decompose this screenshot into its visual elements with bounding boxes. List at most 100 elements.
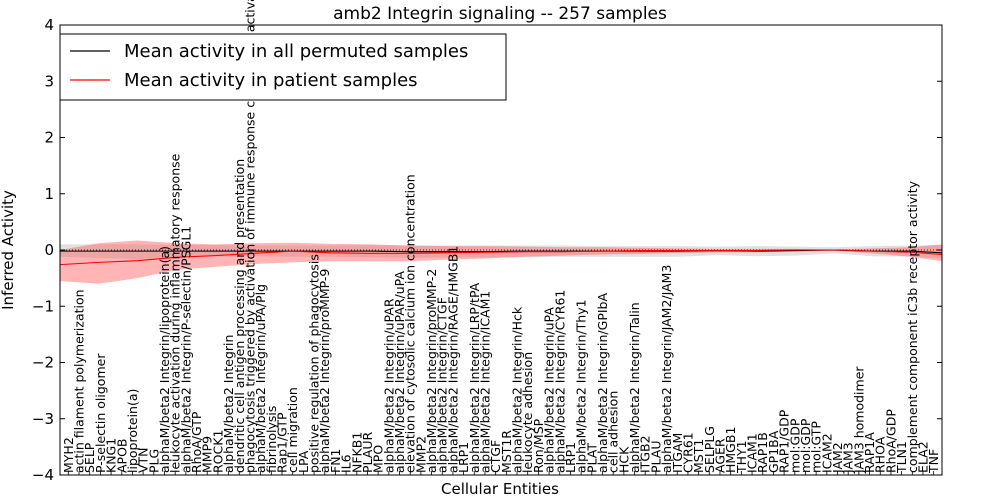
x-tick-label: alphaM/beta2 Integrin/uPA/Plg (253, 284, 268, 473)
x-tick-label: alphaM/beta2 Integrin/lipoprotein(a) (157, 246, 172, 473)
x-tick-label: dendritic cell antigen processing and pr… (232, 159, 247, 473)
x-tick-label: P-selectin oligomer (93, 353, 108, 473)
x-tick-label: alphaM/beta2 Integrin/uPAR/uPA (392, 271, 407, 473)
legend-label: Mean activity in patient samples (124, 70, 418, 91)
x-tick-label: alphaM/beta2 Integrin/Thy1 (574, 299, 589, 473)
legend-label: Mean activity in all permuted samples (124, 41, 468, 62)
x-tick-label: RAP1A (862, 432, 877, 473)
x-tick-label: JAM3 homodimer (851, 366, 866, 474)
x-tick-label: alphaM/beta2 Integrin/LRP/tPA (467, 282, 482, 473)
x-tick-label: PLAU (648, 441, 663, 474)
y-tick-label: −1 (32, 297, 54, 315)
x-tick-label: alphaM/beta2 Integrin/uPAR (381, 298, 396, 473)
x-tick-label: PLG (146, 449, 161, 473)
x-tick-label: IL6 (339, 454, 354, 473)
x-axis-label: Cellular Entities (441, 480, 559, 498)
x-tick-label: leukocyte activation during inflammatory… (168, 153, 183, 473)
x-tick-label: alphaM/beta2 Integrin/RAGE/HMGB1 (445, 246, 460, 473)
x-tick-label: cell adhesion (606, 391, 621, 473)
series-line-patient (60, 249, 942, 266)
x-tick-label: mol:GDP (787, 418, 802, 473)
y-tick-label: 3 (44, 72, 54, 90)
x-tick-label: alphaM/beta2 Integrin/CYR61 (552, 290, 567, 473)
x-tick-label: elevation of cytosolic calcium ion conce… (403, 174, 418, 473)
x-tick-label: ROCK1 (210, 430, 225, 473)
x-tick-label: phagocytosis triggered by activation of … (242, 0, 257, 473)
y-tick-label: −3 (32, 410, 54, 428)
x-tick-label: fibrinolysis (264, 406, 279, 473)
x-tick-label: alphaM/beta2 Integrin/uPA (542, 307, 557, 473)
x-tick-label: ITGAM (670, 433, 685, 473)
x-tick-label: AGER (713, 438, 728, 473)
series-layer (60, 240, 942, 284)
x-tick-label: alphaM/beta2 Integrin/GPIbA (595, 293, 610, 473)
x-tick-label: RHOA (873, 436, 888, 473)
y-tick-label: 0 (44, 241, 54, 259)
x-tick-label: RAP1B (755, 432, 770, 473)
x-tick-label: MST1R (499, 430, 514, 473)
x-tick-label: MST1 (691, 439, 706, 473)
x-tick-label: cell migration (285, 387, 300, 473)
x-tick-label: GP1BA (766, 430, 781, 473)
x-tick-label: actin filament polymerization (72, 289, 87, 473)
x-tick-label: alphaM/beta2 Integrin/CTGF (435, 297, 450, 473)
x-tick-label: LRP1 (563, 442, 578, 473)
x-tick-label: complement component iC3b receptor activ… (905, 180, 920, 473)
x-tick-label: alphaM/beta2 Integrin/ICAM1 (477, 291, 492, 473)
chart-title: amb2 Integrin signaling -- 257 samples (333, 4, 667, 24)
x-tick-label: mol:GDP (798, 418, 813, 473)
x-tick-label: positive regulation of phagocytosis (307, 254, 322, 473)
x-tick-label: mol:GTP (809, 421, 824, 473)
x-tick-label: ICAM2 (819, 433, 834, 473)
x-tick-label: JAM3 (841, 442, 856, 474)
x-tick-label: alphaM/beta2 Integrin/P-selectin/PSGL1 (178, 226, 193, 473)
x-tick-label: leukocyte adhesion (520, 352, 535, 473)
y-tick-label: −2 (32, 354, 54, 372)
x-tick-label: TLN1 (894, 441, 909, 474)
y-axis-label: Inferred Activity (0, 190, 17, 310)
x-tick-label: ITGB2 (638, 435, 653, 473)
x-tick-label: RhoA/GDP (883, 409, 898, 473)
x-tick-label: SELP (82, 442, 97, 473)
x-tick-label: MMP2 (413, 436, 428, 473)
x-tick-label: MMP9 (200, 436, 215, 473)
x-tick-label: alphaM/beta2 Integrin/proMMP-2 (424, 269, 439, 473)
x-tick-label: alphaM/beta2 Integrin/Talin (627, 302, 642, 473)
x-tick-label: PLAT (584, 443, 599, 473)
x-tick-label: ELA2 (915, 441, 930, 473)
x-tick-label: LRP1 (456, 442, 471, 473)
legend: Mean activity in all permuted samples Mea… (59, 33, 507, 101)
x-tick-label: HMGB1 (723, 427, 738, 473)
x-tick-label: CYR61 (680, 432, 695, 473)
x-tick-label: NFKB1 (349, 432, 364, 473)
x-tick-label: Ron/MSP (531, 418, 546, 473)
x-tick-label: CTGF (488, 440, 503, 473)
x-tick-label: lipoprotein(a) (125, 389, 140, 473)
x-tick-label: FN1 (328, 449, 343, 474)
x-tick-label: TNF (926, 449, 941, 474)
x-tick-label: JAM2 (830, 442, 845, 474)
x-tick-label: PLAUR (360, 432, 375, 473)
x-tick-label: THY1 (734, 440, 749, 474)
x-tick-label: alphaM/beta2 Integrin/JAM2/JAM3 (659, 265, 674, 473)
x-tick-label: APOB (114, 438, 129, 473)
x-tick-label: Rap1/GTP (275, 412, 290, 473)
legend-box (59, 33, 507, 101)
x-tick-label: alphaM/beta2 Integrin (221, 335, 236, 473)
x-tick-label: MPO (371, 445, 386, 473)
x-tick-label: RAP1/GDP (777, 409, 792, 473)
x-tick-label: LPA (296, 450, 311, 473)
x-tick-label: SELPLG (702, 426, 717, 473)
x-tick-label: RhoA/GTP (189, 411, 204, 473)
x-tick-label: VTN (136, 447, 151, 473)
y-tick-label: −4 (32, 466, 54, 484)
y-tick-label: 2 (44, 129, 54, 147)
x-tick-label: MYH2 (61, 437, 76, 473)
x-tick-label: alphaM/beta2 Integrin/proMMP-9 (317, 269, 332, 473)
y-tick-label: 1 (44, 185, 54, 203)
y-tick-label: 4 (44, 16, 54, 34)
x-tick-label: alphaM/beta2 Integrin/Hck (510, 306, 525, 473)
